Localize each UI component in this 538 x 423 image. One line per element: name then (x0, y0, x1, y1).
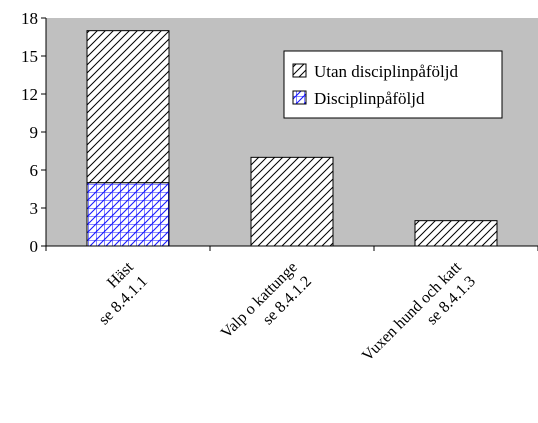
legend-box (283, 50, 503, 119)
legend-label: Disciplinpåföljd (314, 89, 425, 108)
bar-segment (86, 30, 170, 184)
y-tick-label: 3 (30, 199, 39, 218)
legend-label: Utan disciplinpåföljd (314, 62, 459, 81)
y-tick-label: 9 (30, 123, 39, 142)
legend-swatch (292, 90, 307, 105)
y-tick-label: 12 (21, 85, 38, 104)
y-tick-label: 6 (30, 161, 39, 180)
legend-swatch (292, 63, 307, 78)
bar-segment (414, 220, 498, 247)
legend: Utan disciplinpåföljd Disciplinpåföljd (283, 50, 503, 119)
y-axis: 0 3 6 9 12 15 18 (21, 9, 47, 256)
bars (86, 30, 498, 247)
bar-segment (86, 182, 170, 247)
y-tick-label: 15 (21, 47, 38, 66)
bar-segment (250, 156, 334, 247)
y-tick-label: 0 (30, 237, 39, 256)
y-tick-label: 18 (21, 9, 38, 28)
